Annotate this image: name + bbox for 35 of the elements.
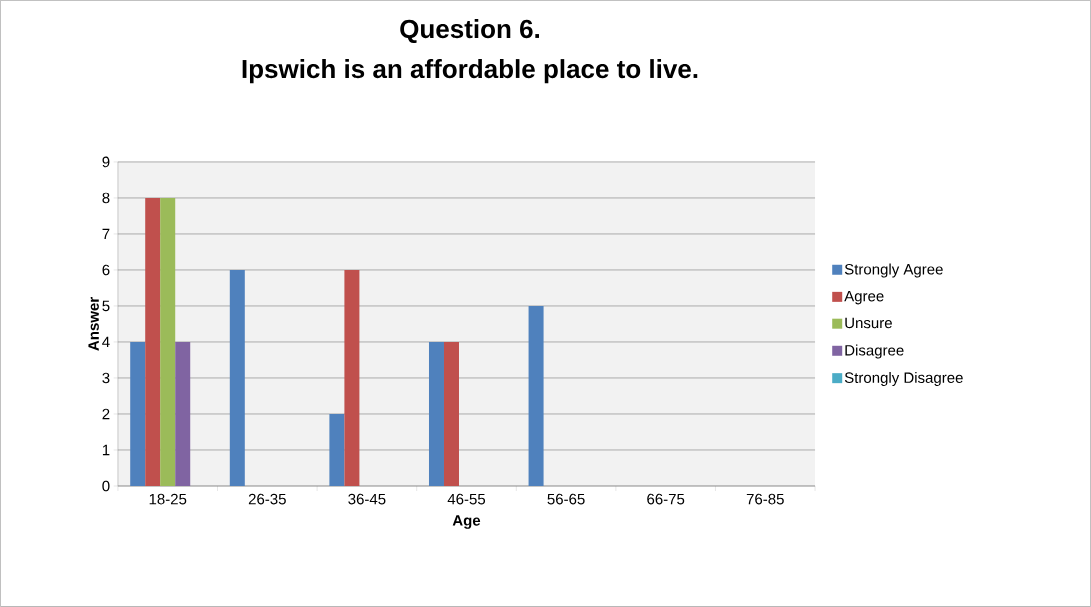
x-tick-label: 56-65 bbox=[547, 493, 585, 505]
y-tick-label: 4 bbox=[102, 336, 110, 348]
bar bbox=[229, 270, 245, 487]
legend-label: Unsure bbox=[845, 317, 892, 329]
x-tick-label: 36-45 bbox=[348, 493, 386, 505]
bar bbox=[344, 270, 360, 487]
bar bbox=[443, 342, 459, 487]
bar bbox=[528, 306, 544, 487]
bar bbox=[329, 414, 345, 487]
x-tick-label: 18-25 bbox=[149, 493, 187, 505]
x-tick-label: 76-85 bbox=[746, 493, 784, 505]
y-tick-label: 1 bbox=[102, 444, 110, 456]
x-axis-title: Age bbox=[452, 515, 481, 529]
y-tick-label: 2 bbox=[102, 408, 110, 420]
bar bbox=[175, 342, 191, 487]
legend-label: Strongly Disagree bbox=[844, 372, 963, 386]
y-tick-label: 7 bbox=[102, 228, 110, 240]
bar bbox=[160, 197, 176, 487]
legend-label: Disagree bbox=[845, 344, 904, 359]
legend-label: Strongly Agree bbox=[844, 263, 943, 278]
chart-title: Question 6. Ipswich is an affordable place to live. bbox=[242, 19, 698, 84]
y-tick-label: 3 bbox=[102, 372, 110, 384]
x-tick-label: 66-75 bbox=[647, 493, 685, 505]
y-axis-title: Answer bbox=[88, 297, 99, 351]
bar bbox=[130, 342, 146, 487]
bar bbox=[428, 342, 444, 487]
y-tick-label: 5 bbox=[102, 300, 110, 312]
y-tick-label: 0 bbox=[102, 480, 110, 492]
x-tick-label: 26-35 bbox=[248, 493, 286, 505]
legend-label: Agree bbox=[844, 291, 884, 305]
y-tick-label: 8 bbox=[102, 192, 110, 204]
y-tick-label: 6 bbox=[102, 264, 110, 276]
y-tick-label: 9 bbox=[102, 156, 110, 168]
x-tick-label: 46-55 bbox=[447, 493, 486, 505]
bar bbox=[145, 197, 161, 487]
